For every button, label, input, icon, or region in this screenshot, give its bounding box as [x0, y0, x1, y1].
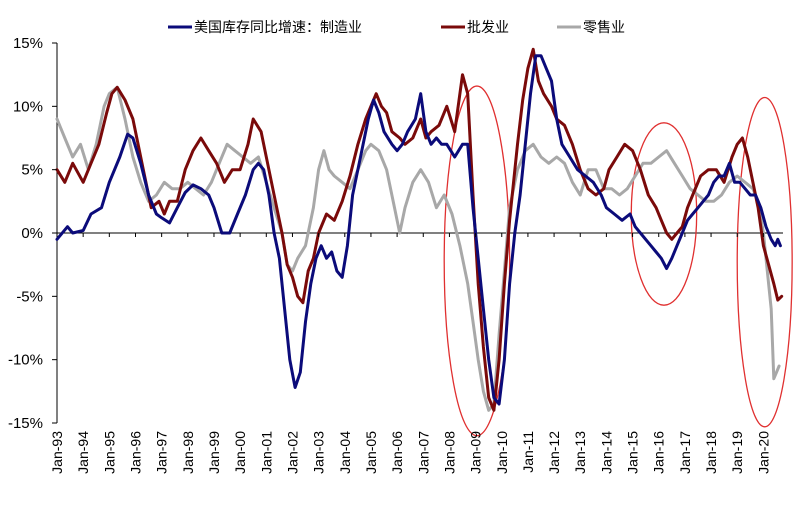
- series-line-2: [55, 85, 781, 412]
- x-tick-label: Jan-14: [598, 431, 614, 474]
- y-tick-label: 15%: [13, 35, 43, 52]
- legend-label-0: 美国库存同比增速：制造业: [194, 20, 362, 36]
- series-line-0: [55, 54, 782, 406]
- series-line-1: [55, 47, 784, 412]
- y-tick-label: -15%: [8, 415, 43, 432]
- x-tick-label: Jan-94: [75, 431, 91, 474]
- x-tick-label: Jan-98: [180, 431, 196, 474]
- x-tick-label: Jan-01: [258, 431, 274, 474]
- x-tick-label: Jan-18: [703, 431, 719, 474]
- highlight-ellipse-0: [443, 85, 511, 437]
- x-tick-label: Jan-11: [520, 431, 536, 473]
- x-tick-label: Jan-02: [284, 431, 300, 474]
- highlight-ellipses: [443, 85, 793, 437]
- legend-label-1: 批发业: [467, 20, 509, 36]
- highlight-ellipse-2: [736, 96, 793, 428]
- x-tick-label: Jan-20: [755, 431, 771, 474]
- x-tick-label: Jan-97: [154, 431, 170, 474]
- x-tick-label: Jan-12: [546, 431, 562, 474]
- x-tick-label: Jan-09: [468, 431, 484, 474]
- y-axis: 15% 10% 5% 0% -5% -10% -15%: [8, 35, 57, 432]
- legend: 美国库存同比增速：制造业 批发业 零售业: [168, 20, 625, 36]
- x-axis: Jan-93 Jan-94 Jan-95 Jan-96 Jan-97 Jan-98 Jan-…: [49, 233, 771, 474]
- x-tick-label: Jan-08: [441, 431, 457, 474]
- x-tick-label: Jan-00: [232, 431, 248, 474]
- x-tick-label: Jan-13: [572, 431, 588, 474]
- x-tick-label: Jan-95: [101, 431, 117, 474]
- x-tick-label: Jan-05: [363, 431, 379, 474]
- x-tick-label: Jan-04: [337, 431, 353, 474]
- x-tick-label: Jan-15: [625, 431, 641, 474]
- x-tick-label: Jan-99: [206, 431, 222, 474]
- x-tick-label: Jan-96: [127, 431, 143, 474]
- y-tick-label: -5%: [16, 288, 43, 305]
- y-tick-label: -10%: [8, 352, 43, 369]
- y-tick-label: 10%: [13, 98, 43, 115]
- x-tick-label: Jan-19: [729, 431, 745, 474]
- x-tick-label: Jan-07: [415, 431, 431, 474]
- x-tick-label: Jan-93: [49, 431, 65, 474]
- series-lines: [55, 47, 784, 412]
- x-tick-label: Jan-06: [389, 431, 405, 474]
- legend-label-2: 零售业: [583, 20, 625, 36]
- x-tick-label: Jan-17: [677, 431, 693, 474]
- y-tick-label: 0%: [21, 225, 43, 242]
- x-tick-label: Jan-16: [651, 431, 667, 474]
- x-tick-label: Jan-10: [494, 431, 510, 474]
- y-tick-label: 5%: [21, 162, 43, 179]
- x-tick-label: Jan-03: [311, 431, 327, 474]
